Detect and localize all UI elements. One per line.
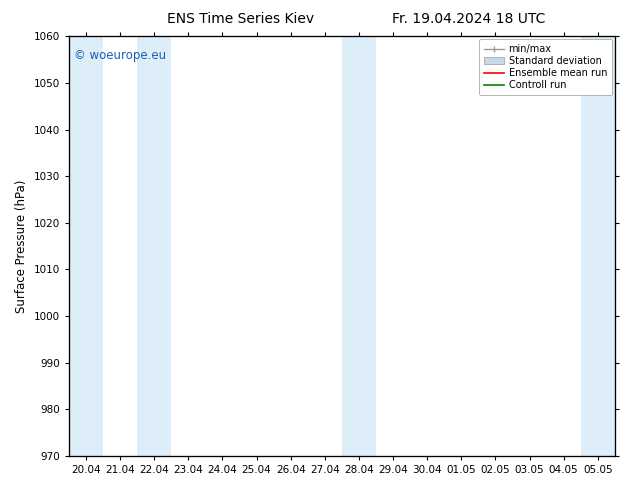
Text: Fr. 19.04.2024 18 UTC: Fr. 19.04.2024 18 UTC [392, 12, 546, 26]
Y-axis label: Surface Pressure (hPa): Surface Pressure (hPa) [15, 179, 28, 313]
Bar [581, 36, 615, 456]
Bar [137, 36, 171, 456]
Text: ENS Time Series Kiev: ENS Time Series Kiev [167, 12, 314, 26]
Bar [342, 36, 376, 456]
Bar [69, 36, 103, 456]
Legend: min/max, Standard deviation, Ensemble mean run, Controll run: min/max, Standard deviation, Ensemble me… [479, 39, 612, 95]
Text: © woeurope.eu: © woeurope.eu [74, 49, 166, 62]
